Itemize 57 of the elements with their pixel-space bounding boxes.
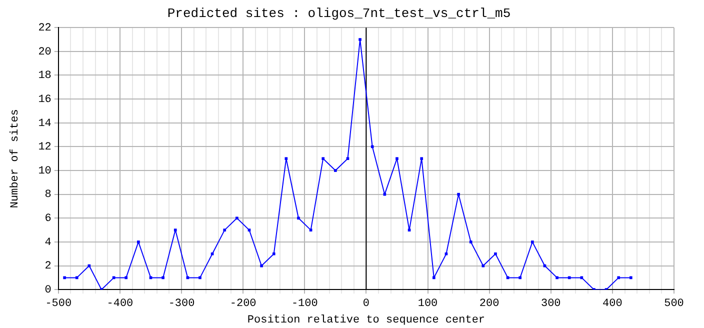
point [518,276,522,280]
point [174,228,177,232]
point [629,276,632,280]
point [556,276,558,280]
y-tick-label: 16 [38,94,52,106]
y-tick-label: 10 [38,165,52,178]
point [63,276,66,280]
point [236,216,238,220]
point [162,276,164,280]
point [444,252,448,256]
y-tick-label: 14 [38,118,52,130]
y-tick-label: 22 [38,22,52,35]
y-tick-label: 2 [44,260,52,273]
y-axis-title: Number of sites [10,109,22,208]
point [568,276,571,280]
point [322,157,325,160]
point [272,252,276,256]
x-tick-label: 100 [418,298,438,310]
point [248,228,251,232]
y-tick-label: 20 [38,46,52,58]
y-tick-label: 6 [44,213,52,226]
point [408,228,411,232]
point [198,276,202,280]
point [617,276,620,280]
x-tick-label: -300 [168,298,195,310]
y-tick-label: 8 [44,189,52,202]
point [370,145,374,148]
point [309,228,312,232]
point [469,240,472,244]
x-tick-label: -100 [291,298,318,310]
y-tick-label: 4 [44,236,52,249]
x-tick-label: 200 [479,298,500,310]
x-tick-label: 300 [540,298,561,310]
point [297,216,300,220]
x-tick-label: 0 [362,298,370,310]
point [457,192,460,196]
chart-title: Predicted sites : oligos_7nt_test_vs_ctrl_m5 [167,6,511,22]
point [432,276,436,280]
x-tick-label: 500 [664,298,684,310]
point [284,157,288,160]
point [260,264,263,268]
point [346,157,350,160]
y-tick-label: 0 [44,284,52,297]
point [580,276,584,280]
point [420,157,424,160]
point [210,252,214,256]
y-tick-label: 12 [38,142,52,154]
x-tick-label: -400 [106,298,134,310]
point [75,276,78,280]
x-tick-label: -500 [45,298,72,310]
x-tick-label: 400 [602,298,622,310]
point [223,228,226,232]
point [124,276,128,280]
point [494,252,497,256]
x-tick-label: -200 [230,298,256,310]
y-tick-label: 18 [38,70,52,82]
x-axis-title: Position relative to sequence center [247,314,486,326]
